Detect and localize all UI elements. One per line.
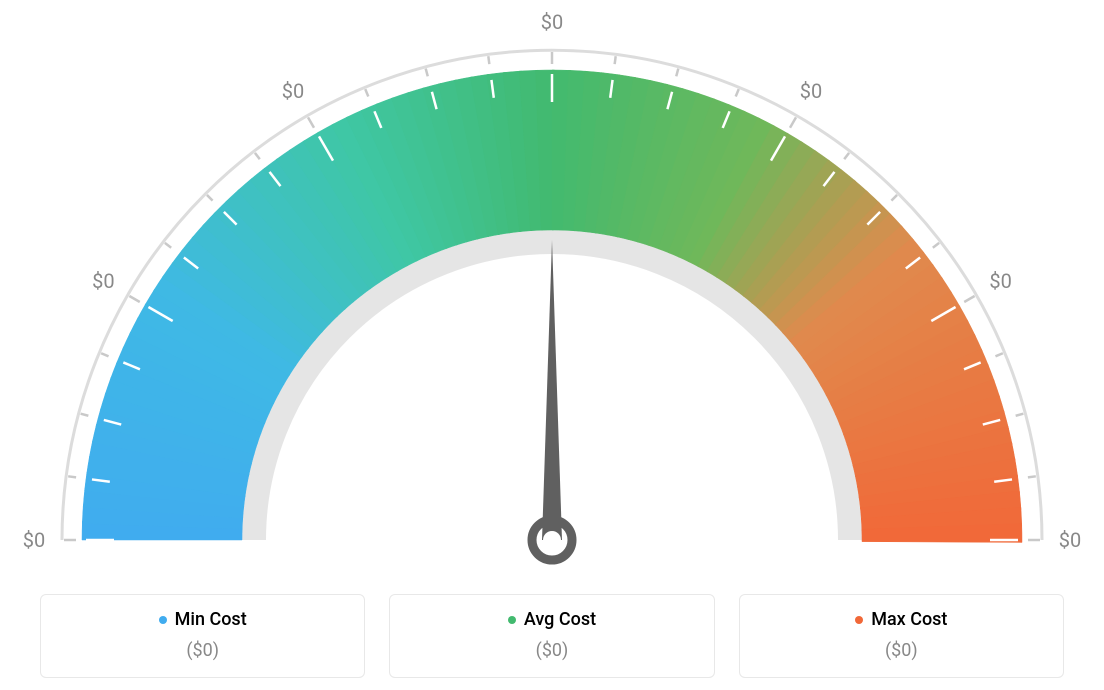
- gauge-tick-label: $0: [541, 10, 563, 34]
- gauge-tick-label: $0: [282, 79, 304, 103]
- legend-row: Min Cost ($0) Avg Cost ($0) Max Cost ($0…: [40, 594, 1064, 679]
- legend-label-max: Max Cost: [871, 609, 947, 630]
- gauge-tick-label: $0: [23, 528, 45, 552]
- gauge-tick-label: $0: [989, 269, 1011, 293]
- gauge-tick-label: $0: [92, 269, 114, 293]
- legend-dot-avg: [508, 616, 516, 624]
- legend-value-max: ($0): [756, 640, 1047, 661]
- legend-value-min: ($0): [57, 640, 348, 661]
- legend-dot-max: [855, 616, 863, 624]
- legend-card-avg: Avg Cost ($0): [389, 594, 714, 679]
- legend-value-avg: ($0): [406, 640, 697, 661]
- gauge-tick-label: $0: [800, 79, 822, 103]
- cost-gauge: $0 $0 $0 $0 $0 $0 $0: [0, 0, 1104, 580]
- gauge-tick-label: $0: [1059, 528, 1081, 552]
- legend-label-avg: Avg Cost: [524, 609, 596, 630]
- legend-card-max: Max Cost ($0): [739, 594, 1064, 679]
- gauge-svg: [0, 0, 1104, 580]
- legend-label-min: Min Cost: [175, 609, 247, 630]
- legend-card-min: Min Cost ($0): [40, 594, 365, 679]
- legend-dot-min: [159, 616, 167, 624]
